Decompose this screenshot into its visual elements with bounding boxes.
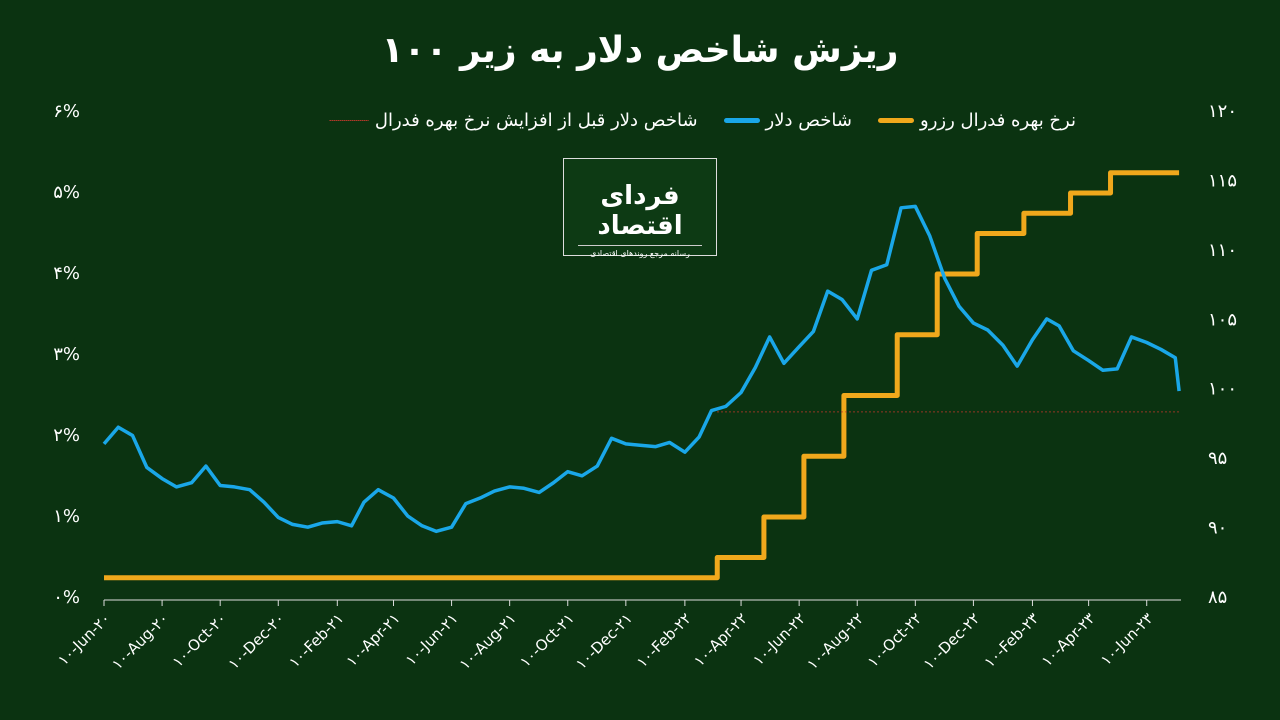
x-tick-label: ۱۰-Aug-۲۱: [456, 609, 520, 673]
legend-swatch: [328, 120, 369, 121]
x-tick-label: ۱۰-Dec-۲۱: [572, 609, 636, 673]
y2-tick-label: ۱۱۵: [1208, 170, 1237, 191]
series-line: [102, 204, 1181, 534]
x-tick-label: ۱۰-Feb-۲۲: [633, 609, 695, 671]
x-tick-label: ۱۰-Aug-۲۲: [803, 609, 867, 673]
x-tick-label: ۱۰-Apr-۲۳: [1038, 609, 1099, 670]
y-tick-label: ۵%: [53, 182, 80, 203]
legend: نرخ بهره فدرال رزرو شاخص دلار شاخص دلار قب…: [328, 110, 1076, 131]
x-tick-label: ۱۰-Jun-۲۰: [54, 609, 114, 669]
legend-swatch: [723, 118, 760, 123]
chart-title: ریزش شاخص دلار به زیر ۱۰۰: [382, 30, 899, 71]
x-tick-label: ۱۰-Apr-۲۲: [690, 609, 751, 670]
y-tick-label: ۰%: [53, 587, 80, 608]
y-tick-label: ۴%: [53, 263, 80, 284]
y2-tick-label: ۸۵: [1208, 587, 1227, 608]
y2-tick-label: ۹۵: [1208, 448, 1227, 469]
legend-label: نرخ بهره فدرال رزرو: [920, 110, 1076, 131]
legend-swatch: [878, 118, 914, 123]
legend-item: نرخ بهره فدرال رزرو: [878, 110, 1076, 131]
y-tick-label: ۶%: [53, 101, 80, 122]
x-tick-label: ۱۰-Oct-۲۰: [169, 609, 231, 671]
series-line: [104, 170, 1180, 581]
x-tick-label: ۱۰-Dec-۲۰: [225, 609, 289, 673]
x-tick-label: ۱۰-Oct-۲۲: [864, 609, 926, 671]
y2-tick-label: ۱۰۵: [1208, 309, 1237, 330]
x-tick-label: ۱۰-Jun-۲۲: [749, 609, 809, 669]
x-tick-label: ۱۰-Jun-۲۳: [1097, 609, 1157, 669]
logo-tagline: رسانه مرجع روندهای اقتصادی: [578, 245, 702, 258]
y2-tick-label: ۱۲۰: [1208, 101, 1237, 122]
x-tick-label: ۱۰-Dec-۲۲: [920, 609, 984, 673]
legend-item: شاخص دلار: [723, 110, 852, 131]
y2-tick-label: ۱۰۰: [1208, 379, 1237, 400]
y-tick-label: ۱%: [53, 506, 80, 527]
y2-tick-label: ۱۱۰: [1208, 240, 1237, 261]
y-tick-label: ۳%: [53, 344, 80, 365]
y2-tick-label: ۹۰: [1208, 518, 1227, 539]
legend-label: شاخص دلار: [765, 110, 852, 131]
y-tick-label: ۲%: [53, 425, 80, 446]
x-tick-label: ۱۰-Aug-۲۰: [108, 609, 172, 673]
x-tick-label: ۱۰-Oct-۲۱: [516, 609, 578, 671]
legend-item: شاخص دلار قبل از افزایش نرخ بهره فدرال: [328, 110, 698, 131]
x-tick-label: ۱۰-Jun-۲۱: [402, 609, 462, 669]
x-tick-label: ۱۰-Feb-۲۱: [285, 609, 347, 671]
legend-label: شاخص دلار قبل از افزایش نرخ بهره فدرال: [374, 110, 698, 131]
logo: فردای اقتصاد رسانه مرجع روندهای اقتصادی: [563, 158, 717, 258]
x-tick-label: ۱۰-Feb-۲۳: [981, 609, 1043, 671]
x-tick-label: ۱۰-Apr-۲۱: [343, 609, 404, 670]
logo-title: فردای اقتصاد: [597, 181, 683, 241]
